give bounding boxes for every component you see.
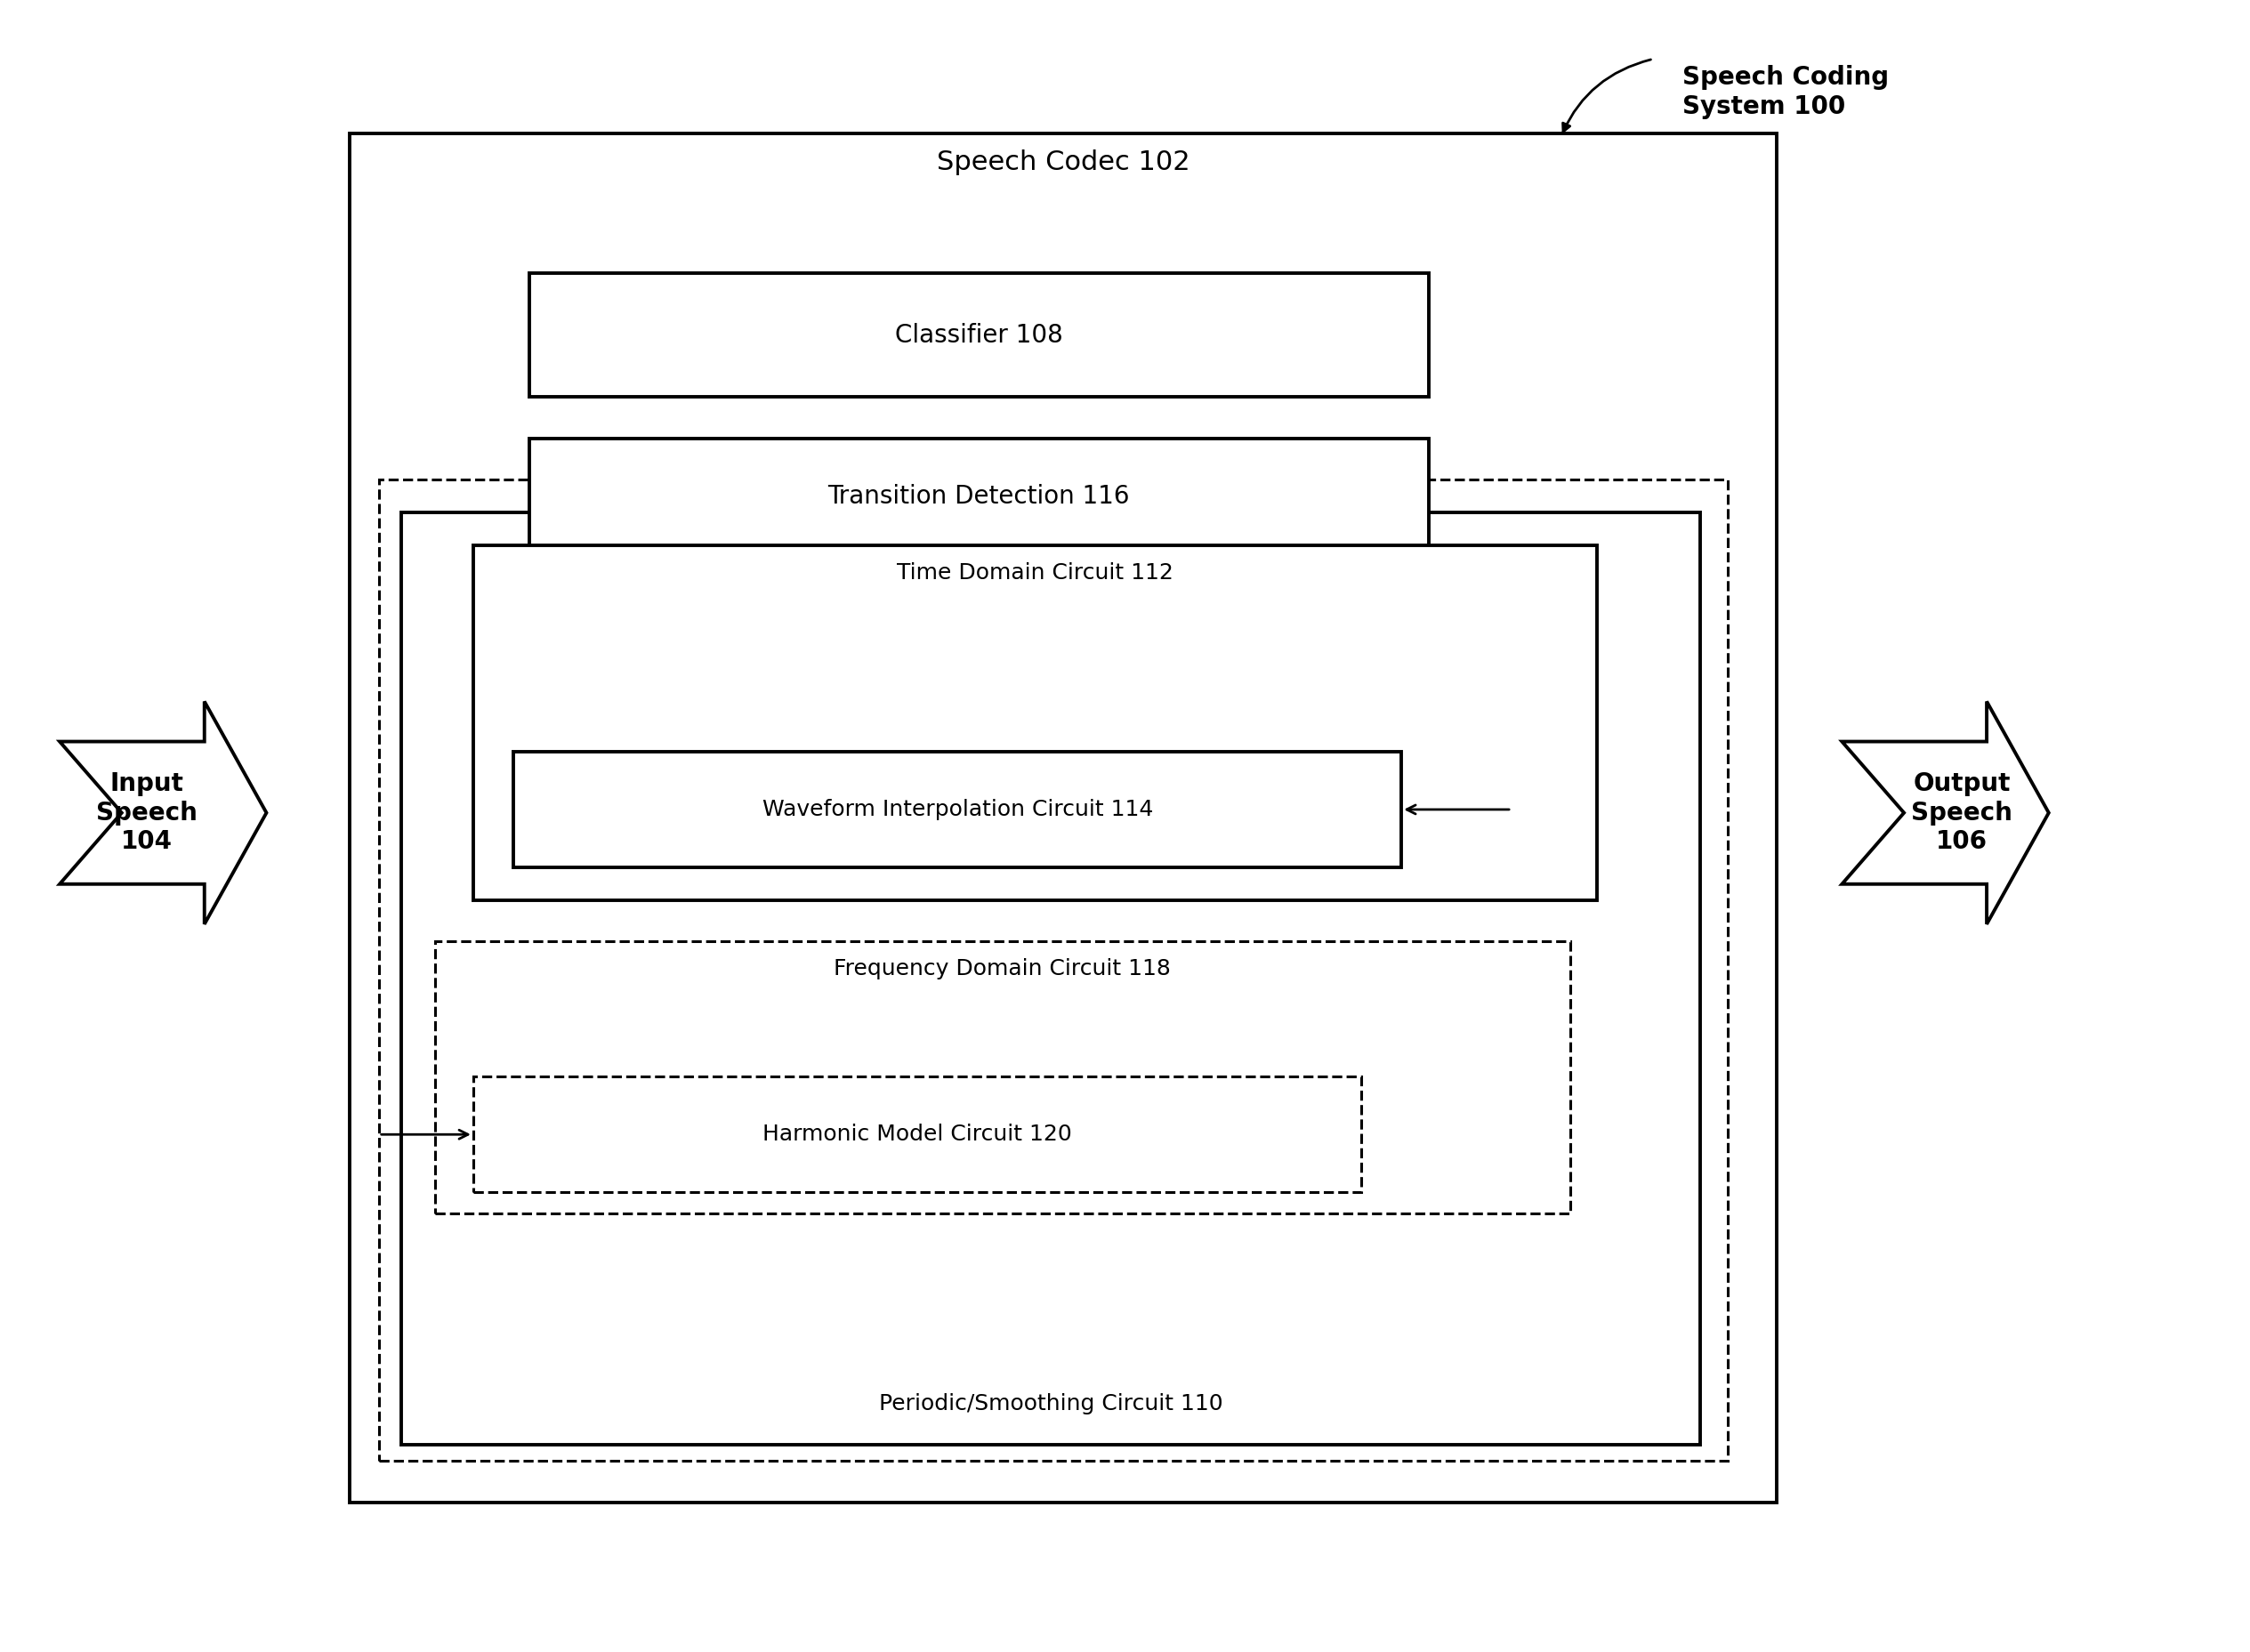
Text: Speech Coding
System 100: Speech Coding System 100 [1683,64,1890,119]
Text: Periodic/Smoothing Circuit 110: Periodic/Smoothing Circuit 110 [880,1394,1222,1414]
Bar [529,438,1429,553]
Text: Frequency Domain Circuit 118: Frequency Domain Circuit 118 [835,958,1170,980]
Bar [400,512,1701,1444]
Text: Transition Detection 116: Transition Detection 116 [828,484,1130,509]
Text: Waveform Interpolation Circuit 114: Waveform Interpolation Circuit 114 [763,800,1152,819]
Text: Harmonic Model Circuit 120: Harmonic Model Circuit 120 [763,1123,1071,1145]
Bar [473,1077,1361,1193]
Bar [529,274,1429,396]
Polygon shape [61,702,266,923]
Text: Speech Codec 102: Speech Codec 102 [936,150,1190,175]
Polygon shape [1843,702,2050,923]
Bar [434,942,1570,1214]
Text: Time Domain Circuit 112: Time Domain Circuit 112 [898,562,1174,583]
Text: Input
Speech
104: Input Speech 104 [97,771,198,854]
Bar [378,479,1728,1460]
Bar [349,134,1778,1502]
Text: Classifier 108: Classifier 108 [896,322,1062,347]
Bar [473,545,1598,900]
Bar [513,752,1402,867]
Text: Output
Speech
106: Output Speech 106 [1910,771,2012,854]
